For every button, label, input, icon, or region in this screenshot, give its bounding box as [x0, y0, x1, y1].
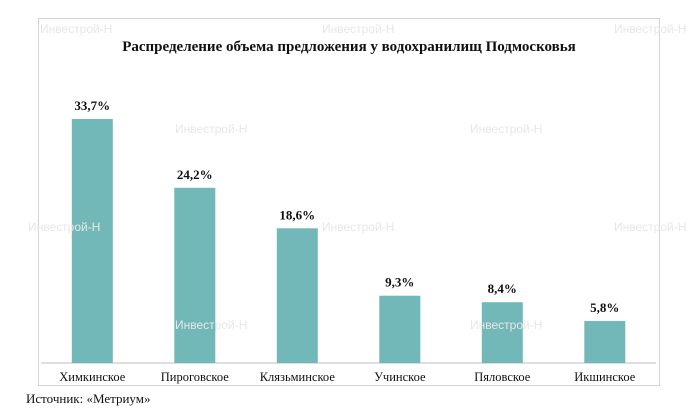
bar-2: [174, 187, 216, 363]
category-label: Пироговское: [161, 370, 230, 384]
watermark: Инвестрой-Н: [470, 318, 543, 332]
watermark: Инвестрой-Н: [614, 220, 687, 234]
bar-6: [584, 321, 626, 363]
category-label: Клязьминское: [260, 370, 336, 384]
watermark: Инвестрой-Н: [40, 22, 113, 36]
category-label: Икшинское: [574, 370, 635, 384]
source-note: Источник: «Метриум»: [26, 391, 151, 406]
category-label: Учинское: [374, 370, 426, 384]
watermark: Инвестрой-Н: [470, 122, 543, 136]
bar-5: [481, 302, 523, 363]
watermark: Инвестрой-Н: [614, 22, 687, 36]
category-label: Химкинское: [59, 370, 125, 384]
bar-3: [276, 228, 318, 363]
watermark: Инвестрой-Н: [322, 220, 395, 234]
data-label: 18,6%: [279, 207, 315, 222]
chart-frame: Распределение объема предложения у водох…: [38, 18, 660, 386]
bar-1: [71, 119, 113, 363]
data-label: 33,7%: [74, 98, 110, 113]
watermark: Инвестрой-Н: [322, 22, 395, 36]
category-label: Пяловское: [474, 370, 530, 384]
watermark: Инвестрой-Н: [175, 122, 248, 136]
bar-chart: 33,7% Химкинское 24,2% Пироговское 18,6% Кляз…: [41, 98, 656, 384]
data-label: 8,4%: [488, 281, 517, 296]
watermark: Инвестрой-Н: [28, 220, 101, 234]
watermark: Инвестрой-Н: [175, 318, 248, 332]
data-label: 24,2%: [177, 167, 213, 182]
data-label: 9,3%: [385, 275, 414, 290]
bar-4: [379, 295, 421, 363]
data-label: 5,8%: [590, 300, 619, 315]
chart-title: Распределение объема предложения у водох…: [122, 39, 576, 55]
